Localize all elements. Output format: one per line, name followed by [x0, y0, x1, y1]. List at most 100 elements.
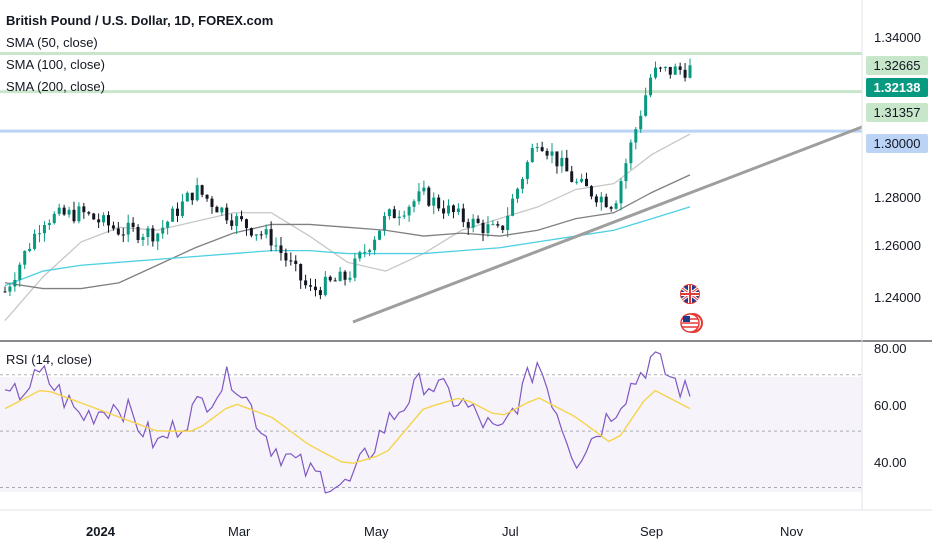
candle-body — [333, 280, 337, 282]
candle-body — [629, 142, 633, 164]
price-tick-label: 1.24000 — [874, 290, 921, 305]
sma200-legend[interactable]: SMA (200, close) — [6, 79, 105, 94]
price-tick-label: 1.26000 — [874, 238, 921, 253]
candle-body — [530, 148, 534, 163]
candle-body — [570, 171, 574, 182]
candle-body — [348, 277, 352, 280]
candle-body — [644, 95, 648, 116]
candle-body — [663, 66, 667, 68]
resistance-upper-badge: 1.32665 — [866, 56, 928, 75]
candle-body — [658, 67, 662, 69]
candle-body — [594, 196, 598, 203]
candle-body — [289, 260, 293, 262]
candle-body — [511, 198, 515, 216]
candle-body — [604, 196, 608, 208]
rsi-lines — [4, 351, 691, 494]
candle-body — [171, 208, 175, 222]
candle-body — [387, 209, 391, 217]
candle-body — [407, 206, 411, 216]
candle-body — [451, 205, 455, 213]
candle-body — [299, 264, 303, 281]
time-tick-label: Nov — [780, 524, 804, 539]
candle-body — [397, 216, 401, 219]
sma-line-1 — [4, 133, 691, 322]
candle-body — [461, 208, 465, 223]
level-lines — [0, 51, 862, 133]
support-badge: 1.30000 — [866, 134, 928, 153]
candle-body — [476, 218, 480, 223]
candle-body — [545, 151, 549, 156]
candle-body — [496, 224, 500, 226]
candle-body — [678, 66, 682, 70]
candle-body — [555, 151, 559, 167]
rsi-tick-label: 40.00 — [874, 455, 907, 470]
candle-body — [343, 271, 347, 280]
candle-body — [614, 203, 618, 209]
candle-body — [141, 237, 145, 241]
candle-body — [82, 206, 86, 213]
candle-body — [447, 205, 451, 214]
rsi-legend[interactable]: RSI (14, close) — [6, 352, 92, 367]
candle-body — [230, 220, 234, 226]
candle-body — [185, 192, 189, 202]
candle-body — [589, 186, 593, 197]
candle-body — [412, 201, 416, 207]
candle-body — [565, 157, 569, 172]
price-tick-label: 1.34000 — [874, 30, 921, 45]
candle-body — [121, 234, 125, 236]
chart-legend: British Pound / U.S. Dollar, 1D, FOREX.c… — [6, 10, 273, 98]
candle-body — [624, 163, 628, 182]
candle-body — [72, 209, 76, 222]
candle-body — [116, 228, 120, 235]
candle-body — [111, 225, 115, 229]
candle-body — [151, 228, 155, 242]
sma50-legend[interactable]: SMA (50, close) — [6, 35, 98, 50]
candle-body — [175, 208, 179, 216]
candle-body — [200, 185, 204, 195]
candle-body — [57, 207, 61, 214]
candle-body — [649, 77, 653, 96]
candle-body — [240, 216, 244, 220]
candles — [3, 58, 692, 300]
candle-body — [520, 179, 524, 189]
uk-flag-icon[interactable] — [680, 284, 700, 304]
trend-line[interactable] — [352, 125, 863, 324]
sma100-legend[interactable]: SMA (100, close) — [6, 57, 105, 72]
candle-body — [18, 264, 22, 280]
us-flag-icon[interactable] — [680, 312, 703, 333]
candle-body — [318, 290, 322, 296]
candle-body — [47, 223, 51, 226]
candle-body — [205, 194, 209, 199]
candle-body — [259, 234, 263, 236]
candle-body — [294, 260, 298, 265]
time-tick-label: Sep — [640, 524, 664, 539]
candle-body — [313, 286, 317, 291]
candle-body — [8, 286, 12, 292]
candle-body — [146, 228, 150, 238]
candle-body — [373, 239, 377, 251]
sma-lines — [4, 133, 691, 322]
candle-body — [244, 219, 248, 229]
candle-body — [417, 191, 421, 202]
candle-body — [639, 115, 643, 130]
candle-body — [392, 209, 396, 219]
candle-body — [62, 207, 66, 215]
candle-body — [235, 216, 239, 226]
candle-body — [634, 129, 638, 143]
candle-body — [491, 224, 495, 226]
candle-body — [328, 276, 332, 281]
time-tick-label: Mar — [228, 524, 251, 539]
candle-body — [77, 206, 81, 222]
candle-body — [215, 206, 219, 213]
candle-body — [358, 252, 362, 259]
candle-body — [402, 215, 406, 217]
symbol-title: British Pound / U.S. Dollar, 1D, FOREX.c… — [6, 13, 274, 28]
candle-body — [195, 185, 199, 201]
candle-body — [599, 196, 603, 203]
candle-body — [486, 224, 490, 234]
candle-body — [269, 229, 273, 246]
rsi-band — [0, 377, 862, 492]
candle-body — [166, 221, 170, 228]
candle-body — [668, 66, 672, 75]
